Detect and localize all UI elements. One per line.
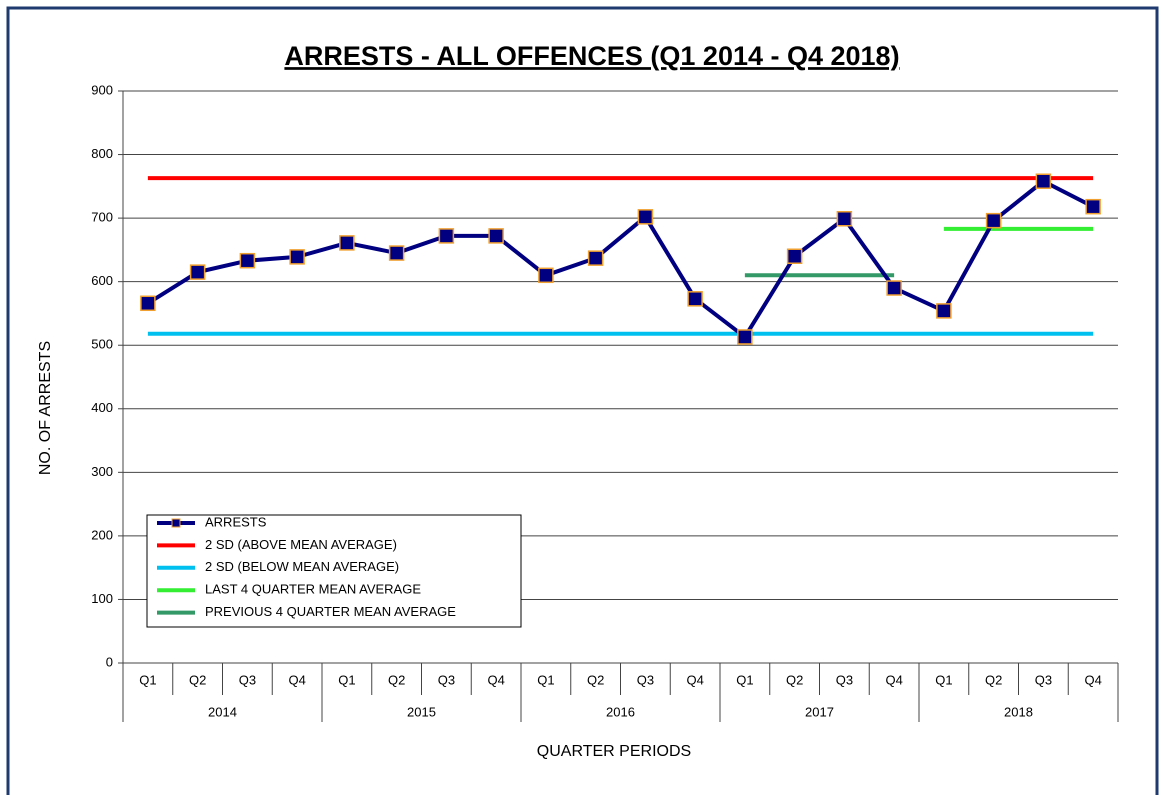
x-tick-label: Q1 xyxy=(139,672,156,687)
data-point xyxy=(587,250,604,266)
data-point xyxy=(339,235,355,251)
x-group-label: 2018 xyxy=(1004,704,1033,719)
legend-box xyxy=(146,514,522,628)
x-tick-label: Q2 xyxy=(587,672,604,687)
y-tick-label: 800 xyxy=(91,146,113,161)
data-point xyxy=(1085,198,1101,215)
x-tick-label: Q1 xyxy=(338,672,355,687)
data-point xyxy=(538,267,554,284)
x-group-label: 2017 xyxy=(805,704,834,719)
x-tick-label: Q4 xyxy=(1084,672,1101,687)
data-point xyxy=(737,329,753,345)
y-tick-label: 500 xyxy=(91,337,113,352)
x-tick-label: Q4 xyxy=(487,672,504,687)
y-tick-label: 100 xyxy=(91,591,113,606)
x-tick-label: Q2 xyxy=(786,672,803,687)
y-tick-label: 600 xyxy=(91,273,113,288)
frame xyxy=(6,6,1159,795)
data-point xyxy=(637,209,654,225)
x-tick-label: Q3 xyxy=(1035,672,1052,687)
x-axis-title: QUARTER PERIODS xyxy=(537,743,691,760)
data-point xyxy=(289,249,305,265)
x-tick-label: Q4 xyxy=(686,672,703,687)
x-tick-label: Q3 xyxy=(239,672,256,687)
data-point xyxy=(438,228,455,244)
legend-label: 2 SD (ABOVE MEAN AVERAGE) xyxy=(205,537,397,552)
y-tick-label: 300 xyxy=(91,464,113,479)
data-point xyxy=(239,252,256,269)
chart-title: ARRESTS - ALL OFFENCES (Q1 2014 - Q4 201… xyxy=(284,41,899,71)
data-point xyxy=(1035,173,1052,189)
data-point xyxy=(786,248,803,264)
data-point xyxy=(488,228,504,244)
x-tick-label: Q1 xyxy=(935,672,952,687)
legend-label: LAST 4 QUARTER MEAN AVERAGE xyxy=(205,582,421,597)
legend-label: PREVIOUS 4 QUARTER MEAN AVERAGE xyxy=(205,604,456,619)
data-point xyxy=(687,291,703,307)
x-tick-label: Q1 xyxy=(736,672,753,687)
y-tick-label: 400 xyxy=(91,400,113,415)
x-tick-label: Q3 xyxy=(438,672,455,687)
y-axis-title: NO. OF ARRESTS xyxy=(37,341,54,475)
x-tick-label: Q1 xyxy=(537,672,554,687)
x-group-label: 2015 xyxy=(407,704,436,719)
x-group-label: 2014 xyxy=(208,704,237,719)
y-tick-label: 200 xyxy=(91,527,113,542)
x-tick-label: Q4 xyxy=(885,672,902,687)
x-tick-label: Q3 xyxy=(637,672,654,687)
legend-marker xyxy=(171,518,181,528)
data-point xyxy=(388,245,405,261)
series-line xyxy=(146,179,1095,339)
y-tick-label: 900 xyxy=(91,82,113,97)
x-tick-label: Q2 xyxy=(985,672,1002,687)
data-point xyxy=(886,280,902,296)
data-point xyxy=(140,295,156,312)
y-tick-label: 0 xyxy=(106,654,113,669)
data-point xyxy=(936,303,952,319)
legend-label: ARRESTS xyxy=(205,514,267,529)
x-tick-label: Q3 xyxy=(836,672,853,687)
x-tick-label: Q2 xyxy=(388,672,405,687)
y-tick-label: 700 xyxy=(91,210,113,225)
x-tick-label: Q2 xyxy=(189,672,206,687)
data-point xyxy=(985,212,1002,229)
x-tick-label: Q4 xyxy=(288,672,305,687)
x-group-label: 2016 xyxy=(606,704,635,719)
data-point xyxy=(189,264,206,280)
data-point xyxy=(836,210,853,227)
legend-label: 2 SD (BELOW MEAN AVERAGE) xyxy=(205,559,399,574)
